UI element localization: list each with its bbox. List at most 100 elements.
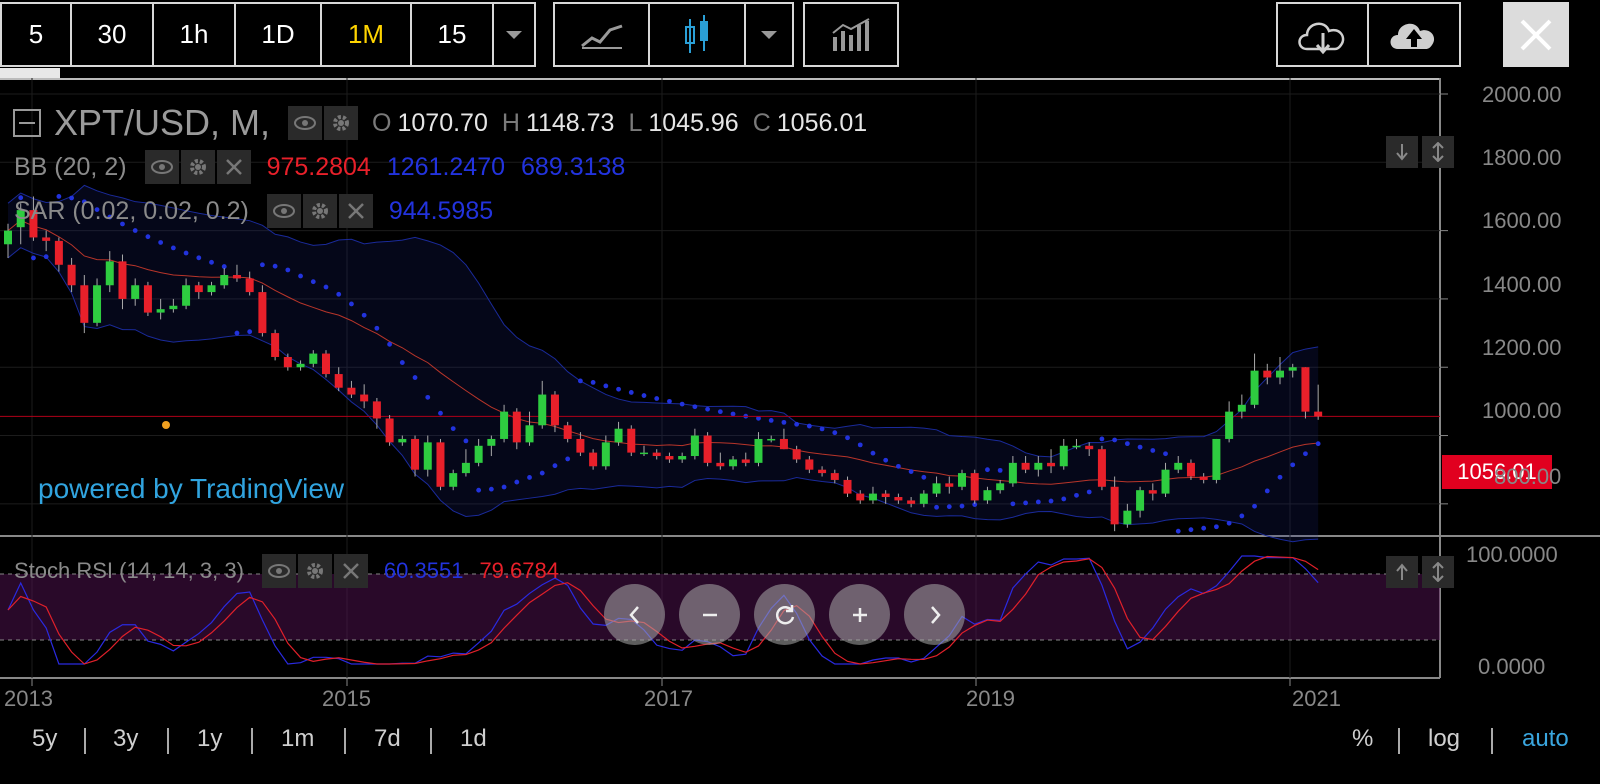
candle-body: [640, 452, 648, 455]
sar-dot: [18, 195, 24, 201]
eye-icon[interactable]: [266, 194, 301, 228]
gear-icon[interactable]: [302, 194, 337, 228]
cloud-download-icon: [1297, 22, 1344, 54]
arrow-down-icon[interactable]: [1386, 136, 1418, 168]
range-5y[interactable]: 5y: [32, 725, 58, 752]
arrow-up-icon[interactable]: [1386, 556, 1418, 588]
candle-body: [512, 411, 521, 443]
sar-dot: [997, 467, 1003, 473]
eye-icon[interactable]: [288, 106, 323, 140]
close-icon[interactable]: [333, 554, 368, 588]
close-icon[interactable]: [338, 194, 373, 228]
interval-15[interactable]: 15: [412, 4, 494, 65]
interval-1m[interactable]: 1M: [322, 4, 412, 65]
log-scale-toggle[interactable]: log: [1428, 725, 1461, 752]
sar-dot: [501, 484, 507, 490]
candle-body: [322, 353, 330, 375]
sar-dot: [1264, 488, 1270, 494]
candle-body: [232, 275, 241, 279]
sar-controls: [266, 194, 373, 228]
sar-dot: [374, 325, 380, 331]
sar-dot: [31, 255, 36, 261]
separator: [84, 728, 86, 754]
last-price-badge: 1056.01: [1442, 455, 1552, 489]
eye-icon[interactable]: [261, 554, 296, 588]
candle-body: [678, 456, 687, 460]
stoch-k-line: [7, 555, 1319, 665]
sar-dot: [1239, 513, 1245, 519]
toolbar-scroll-handle[interactable]: [0, 68, 60, 78]
sar-dot: [908, 469, 914, 474]
candlestick-chart-button[interactable]: [650, 4, 746, 65]
collapse-icon[interactable]: [12, 108, 42, 138]
candle-body: [360, 394, 369, 402]
sar-dot: [43, 254, 49, 260]
candle-body: [1123, 510, 1132, 525]
percent-scale-toggle[interactable]: %: [1352, 725, 1374, 752]
candle-body: [347, 387, 356, 395]
interval-dropdown[interactable]: [494, 4, 534, 65]
sar-dot: [565, 456, 571, 462]
interval-1h[interactable]: 1h: [154, 4, 236, 65]
scroll-left-button[interactable]: [604, 584, 665, 645]
sar-dot: [170, 245, 176, 251]
sar-dot: [959, 503, 965, 509]
chart-type-dropdown[interactable]: [746, 4, 792, 65]
close-button[interactable]: [1503, 2, 1569, 67]
stoch-d-value: 79.6784: [479, 558, 559, 583]
stoch-pane-arrows: [1386, 556, 1454, 588]
zoom-in-button[interactable]: [829, 584, 890, 645]
time-axis-label: 2019: [966, 686, 1015, 711]
high-key: H: [501, 108, 520, 137]
close-value: 1056.01: [776, 108, 868, 137]
tradingview-watermark[interactable]: powered by TradingView: [38, 473, 345, 504]
sar-dot: [768, 417, 774, 423]
sar-dot: [934, 504, 939, 510]
download-button[interactable]: [1278, 4, 1369, 65]
auto-scale-toggle[interactable]: auto: [1522, 725, 1569, 752]
indicators-button[interactable]: [805, 4, 897, 65]
chart-area[interactable]: XPT/USD, M, O 1070.70 H 1148.73 L 1045.9…: [0, 78, 1600, 711]
candle-body: [843, 479, 852, 494]
sar-dot: [488, 486, 494, 492]
sar-dot: [985, 467, 990, 473]
minus-icon: [702, 613, 717, 616]
range-7d[interactable]: 7d: [374, 725, 401, 752]
interval-5[interactable]: 5: [2, 4, 72, 65]
close-icon[interactable]: [216, 150, 251, 184]
range-1d[interactable]: 1d: [460, 725, 487, 752]
sar-dot: [628, 390, 634, 395]
candle-body: [563, 425, 572, 439]
candle-body: [856, 493, 865, 501]
candle-body: [1199, 476, 1208, 480]
sar-dot: [107, 214, 113, 220]
range-1y[interactable]: 1y: [197, 725, 223, 752]
scroll-right-button[interactable]: [904, 584, 965, 645]
candle-body: [461, 462, 470, 474]
sar-dot: [1226, 520, 1232, 526]
candle-body: [741, 459, 750, 463]
range-3y[interactable]: 3y: [113, 725, 139, 752]
line-chart-button[interactable]: [555, 4, 650, 65]
zoom-out-button[interactable]: [679, 584, 740, 645]
reset-button[interactable]: [754, 584, 815, 645]
gear-icon[interactable]: [180, 150, 215, 184]
expand-vertical-icon[interactable]: [1422, 136, 1454, 168]
sar-dot: [1061, 496, 1067, 502]
price-chart[interactable]: [0, 78, 1600, 698]
candle-body: [296, 363, 305, 368]
eye-icon[interactable]: [144, 150, 179, 184]
interval-30[interactable]: 30: [72, 4, 154, 65]
sar-dot: [717, 409, 723, 415]
expand-vertical-icon[interactable]: [1422, 556, 1454, 588]
range-1m[interactable]: 1m: [281, 725, 315, 752]
bottom-bar: 5y 3y 1y 1m 7d 1d % log auto: [0, 720, 1600, 760]
interval-1d[interactable]: 1D: [236, 4, 322, 65]
upload-button[interactable]: [1369, 4, 1459, 65]
sar-dot: [1163, 451, 1168, 457]
candle-body: [919, 493, 928, 504]
gear-icon[interactable]: [324, 106, 359, 140]
gear-icon[interactable]: [297, 554, 332, 588]
stoch-axis-label: 100.0000: [1466, 542, 1558, 567]
sar-dot: [514, 479, 520, 485]
